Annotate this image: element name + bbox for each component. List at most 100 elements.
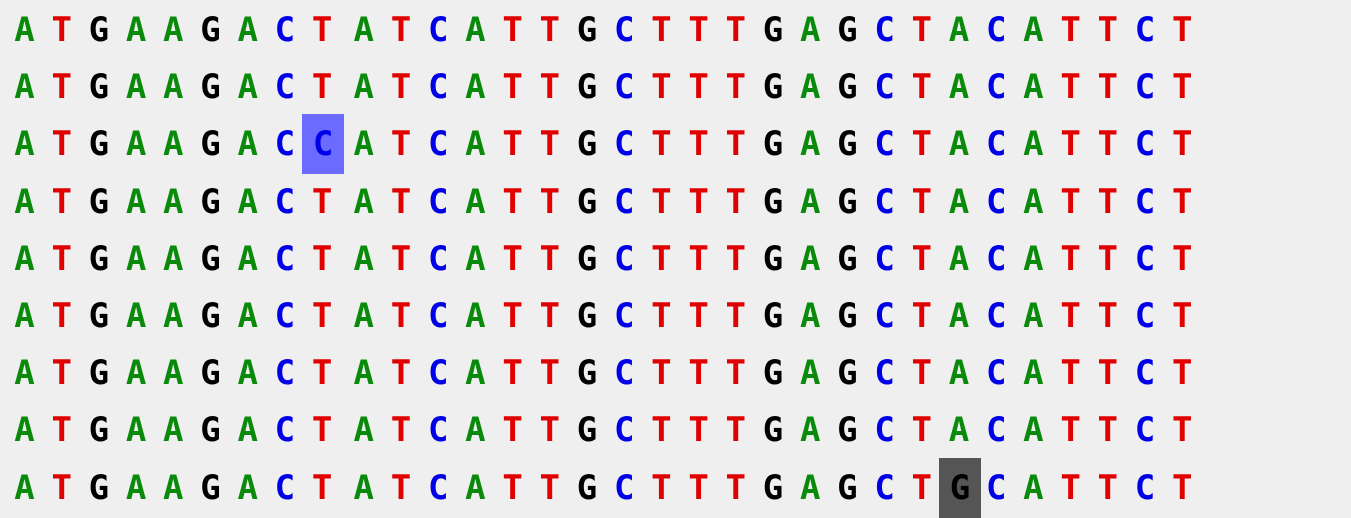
nucleotide-cell: T <box>911 124 933 165</box>
nucleotide-cell: T <box>502 296 523 336</box>
nucleotide-cell: A <box>948 10 970 50</box>
nucleotide-cell: T <box>725 410 747 451</box>
nucleotide-cell: A <box>948 124 970 165</box>
nucleotide-cell: G <box>88 410 110 451</box>
nucleotide-cell: T <box>1060 181 1081 222</box>
nucleotide-cell: G <box>200 67 221 108</box>
nucleotide-cell: G <box>837 67 858 108</box>
nucleotide-cell: T <box>688 296 709 336</box>
nucleotide-cell: C <box>1134 67 1156 108</box>
nucleotide-cell: T <box>390 467 412 508</box>
nucleotide-cell: A <box>163 296 184 336</box>
nucleotide-cell: G <box>200 181 221 222</box>
nucleotide-cell: A <box>799 10 821 50</box>
nucleotide-cell: G <box>576 181 598 222</box>
nucleotide-cell: C <box>613 124 635 165</box>
nucleotide-cell: G <box>88 10 110 50</box>
nucleotide-cell: T <box>911 353 933 394</box>
nucleotide-cell: A <box>1023 238 1044 279</box>
nucleotide-cell: A <box>14 353 35 394</box>
nucleotide-cell: A <box>163 124 184 165</box>
nucleotide-cell: T <box>539 124 561 165</box>
nucleotide-cell: C <box>427 353 449 394</box>
nucleotide-cell: C <box>274 410 296 451</box>
nucleotide-cell: A <box>353 353 375 394</box>
nucleotide-cell: G <box>837 353 858 394</box>
nucleotide-cell: A <box>948 181 970 222</box>
nucleotide-cell: T <box>688 67 709 108</box>
nucleotide-cell: A <box>948 410 970 451</box>
nucleotide-cell: T <box>651 124 672 165</box>
nucleotide-cell: T <box>725 67 747 108</box>
nucleotide-cell: T <box>390 124 412 165</box>
nucleotide-cell: G <box>837 410 858 451</box>
nucleotide-cell: C <box>874 296 895 336</box>
nucleotide-cell: A <box>125 238 147 279</box>
nucleotide-cell: G <box>576 10 598 50</box>
nucleotide-cell: A <box>353 10 375 50</box>
nucleotide-cell: T <box>651 67 672 108</box>
nucleotide-cell: A <box>799 238 821 279</box>
nucleotide-cell: T <box>911 181 933 222</box>
nucleotide-cell: G <box>200 353 221 394</box>
nucleotide-cell: T <box>1060 10 1081 50</box>
nucleotide-cell: C <box>613 67 635 108</box>
nucleotide-cell: C <box>427 467 449 508</box>
nucleotide-cell: T <box>51 67 72 108</box>
nucleotide-cell: A <box>237 181 258 222</box>
nucleotide-cell: T <box>1171 353 1193 394</box>
nucleotide-cell: A <box>353 296 375 336</box>
nucleotide-cell: A <box>125 353 147 394</box>
nucleotide-cell: A <box>14 238 35 279</box>
nucleotide-cell: A <box>163 353 184 394</box>
nucleotide-cell: A <box>14 296 35 336</box>
nucleotide-cell: T <box>725 467 747 508</box>
nucleotide-cell: T <box>311 353 333 394</box>
nucleotide-cell: C <box>1134 124 1156 165</box>
nucleotide-cell: T <box>688 238 709 279</box>
nucleotide-cell: C <box>985 296 1007 336</box>
nucleotide-cell: T <box>1060 296 1081 336</box>
nucleotide-cell: G <box>88 467 110 508</box>
nucleotide-cell: T <box>390 181 412 222</box>
nucleotide-cell: A <box>353 410 375 451</box>
nucleotide-cell: C <box>1134 181 1156 222</box>
nucleotide-cell: T <box>688 124 709 165</box>
nucleotide-cell: C <box>274 124 296 165</box>
nucleotide-cell: T <box>1171 296 1193 336</box>
nucleotide-cell: A <box>163 467 184 508</box>
nucleotide-cell: T <box>539 296 561 336</box>
nucleotide-cell: T <box>725 296 747 336</box>
nucleotide-cell: T <box>1060 353 1081 394</box>
nucleotide-cell: T <box>911 10 933 50</box>
nucleotide-cell: G <box>576 296 598 336</box>
nucleotide-cell: A <box>465 353 486 394</box>
nucleotide-cell: C <box>1134 410 1156 451</box>
nucleotide-cell: G <box>837 181 858 222</box>
nucleotide-cell: G <box>88 124 110 165</box>
nucleotide-cell: G <box>837 296 858 336</box>
nucleotide-cell: T <box>311 67 333 108</box>
nucleotide-cell: G <box>576 410 598 451</box>
nucleotide-cell: A <box>1023 296 1044 336</box>
nucleotide-cell: A <box>125 410 147 451</box>
nucleotide-cell: C <box>985 238 1007 279</box>
nucleotide-cell: C <box>613 181 635 222</box>
nucleotide-cell: T <box>725 181 747 222</box>
nucleotide-cell: C <box>274 10 296 50</box>
nucleotide-cell: T <box>725 353 747 394</box>
nucleotide-cell: A <box>14 467 35 508</box>
nucleotide-cell: A <box>465 296 486 336</box>
nucleotide-cell: T <box>51 10 72 50</box>
nucleotide-cell: T <box>688 181 709 222</box>
nucleotide-cell: G <box>88 238 110 279</box>
nucleotide-cell: A <box>14 124 35 165</box>
nucleotide-cell: A <box>237 67 258 108</box>
nucleotide-cell: A <box>237 296 258 336</box>
nucleotide-cell: A <box>353 238 375 279</box>
nucleotide-cell: T <box>539 353 561 394</box>
nucleotide-cell: T <box>1171 10 1193 50</box>
nucleotide-cell: T <box>1171 181 1193 222</box>
